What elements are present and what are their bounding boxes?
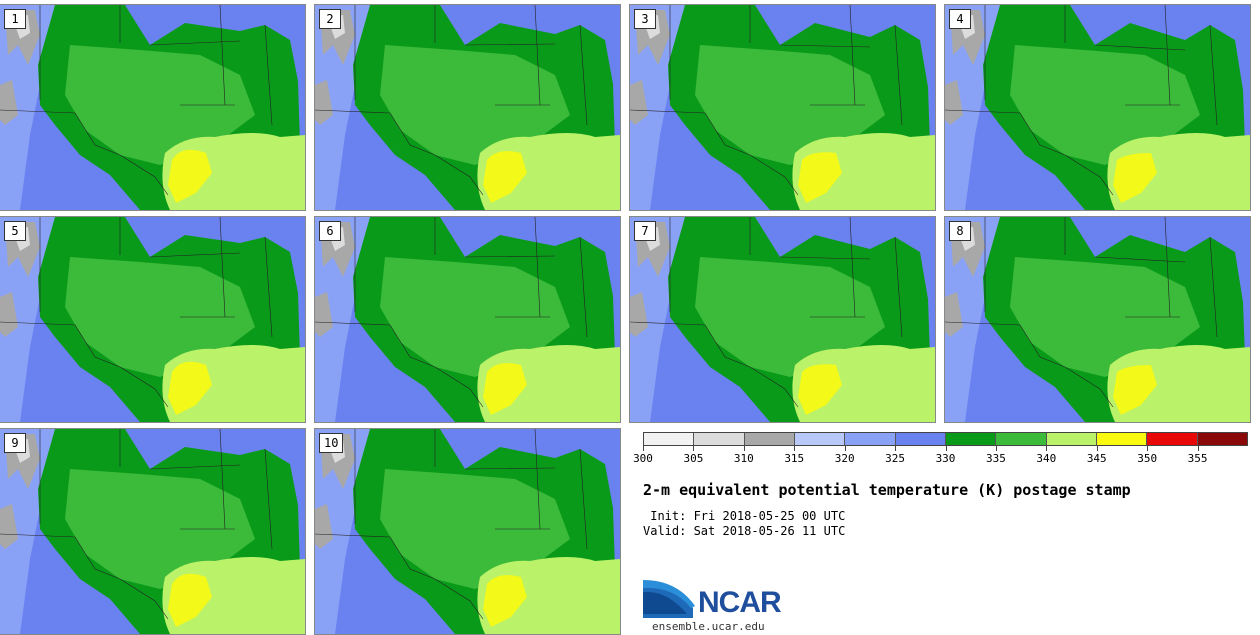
colorbar-tick-label: 325 (885, 452, 906, 465)
colorbar-tick-label: 330 (935, 452, 956, 465)
colorbar-tick (1046, 446, 1048, 451)
stamp-panel: 7 (629, 216, 936, 423)
colorbar-swatch (794, 433, 846, 445)
equivalent-potential-temperature-map (315, 217, 620, 422)
colorbar-tick (844, 446, 846, 451)
equivalent-potential-temperature-map (0, 429, 305, 634)
panel-number-label: 10 (319, 433, 344, 453)
panel-number-label: 9 (4, 433, 26, 453)
ncar-logo-text: NCAR (698, 586, 782, 619)
equivalent-potential-temperature-map (315, 5, 620, 210)
colorbar-swatch (845, 433, 896, 445)
panel-number-label: 5 (4, 221, 26, 241)
stamp-panel: 9 (0, 428, 306, 635)
equivalent-potential-temperature-map (630, 5, 935, 210)
panel-number-label: 6 (319, 221, 341, 241)
colorbar-tick-label: 350 (1137, 452, 1158, 465)
colorbar-swatch (996, 433, 1047, 445)
init-time: Init: Fri 2018-05-25 00 UTC (643, 509, 846, 523)
stamp-panel: 2 (314, 4, 621, 211)
stamp-panel: 6 (314, 216, 621, 423)
stamp-panel: 8 (944, 216, 1251, 423)
colorbar-tick (693, 446, 695, 451)
colorbar-tick (794, 446, 796, 451)
colorbar (643, 432, 1248, 446)
colorbar-swatch (895, 433, 946, 445)
equivalent-potential-temperature-map (945, 217, 1250, 422)
equivalent-potential-temperature-map (630, 217, 935, 422)
stamp-panel: 1 (0, 4, 306, 211)
colorbar-swatch (945, 433, 997, 445)
website-link[interactable]: ensemble.ucar.edu (652, 620, 765, 633)
valid-time: Valid: Sat 2018-05-26 11 UTC (643, 524, 846, 538)
colorbar-swatch (744, 433, 795, 445)
panel-number-label: 2 (319, 9, 341, 29)
panel-number-label: 7 (634, 221, 656, 241)
colorbar-ticks: 300 305 310 315 320 325 330 335 340 345 350 355 (633, 446, 1248, 466)
colorbar-tick (743, 446, 745, 451)
stamp-panel: 5 (0, 216, 306, 423)
colorbar-tick (895, 446, 897, 451)
colorbar-swatch (1197, 433, 1247, 445)
colorbar-tick-label: 310 (733, 452, 754, 465)
colorbar-tick (643, 446, 644, 451)
colorbar-tick-label: 320 (834, 452, 855, 465)
stamp-panel: 3 (629, 4, 936, 211)
colorbar-tick-label: 345 (1086, 452, 1107, 465)
plot-title: 2-m equivalent potential temperature (K)… (643, 481, 1131, 499)
colorbar-tick-label: 340 (1036, 452, 1057, 465)
panel-number-label: 1 (4, 9, 26, 29)
colorbar-tick (1147, 446, 1149, 451)
colorbar-tick-label: 315 (784, 452, 805, 465)
equivalent-potential-temperature-map (315, 429, 620, 634)
colorbar-swatch (1147, 433, 1198, 445)
panel-number-label: 4 (949, 9, 971, 29)
colorbar-swatch (1046, 433, 1097, 445)
colorbar-swatch (1096, 433, 1148, 445)
colorbar-tick (1096, 446, 1098, 451)
equivalent-potential-temperature-map (0, 217, 305, 422)
equivalent-potential-temperature-map (945, 5, 1250, 210)
colorbar-tick-label: 305 (683, 452, 704, 465)
colorbar-tick (1197, 446, 1199, 451)
colorbar-tick-label: 300 (633, 452, 653, 465)
stamp-panel: 4 (944, 4, 1251, 211)
panel-number-label: 3 (634, 9, 656, 29)
panel-number-label: 8 (949, 221, 971, 241)
stamp-panel: 10 (314, 428, 621, 635)
colorbar-swatch (694, 433, 745, 445)
equivalent-potential-temperature-map (0, 5, 305, 210)
ncar-logo-icon[interactable] (643, 578, 793, 620)
colorbar-tick (945, 446, 947, 451)
colorbar-swatch (644, 433, 695, 445)
colorbar-tick-label: 355 (1187, 452, 1208, 465)
colorbar-tick (995, 446, 997, 451)
colorbar-tick-label: 335 (985, 452, 1006, 465)
